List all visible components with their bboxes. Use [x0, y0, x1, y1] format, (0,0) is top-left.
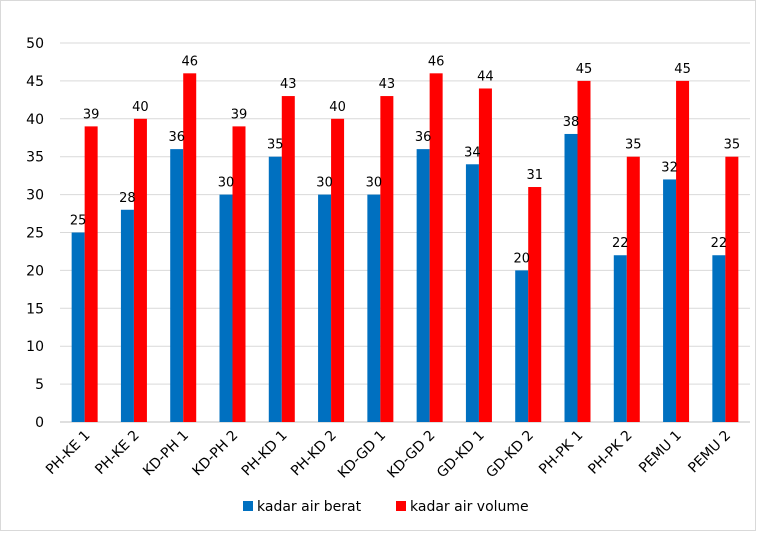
y-tick-label: 25 [26, 226, 44, 242]
data-label: 30 [316, 176, 333, 191]
y-tick-label: 45 [26, 74, 44, 90]
data-label: 45 [674, 62, 691, 77]
x-tick-label: PH-KE 1 [43, 428, 93, 478]
y-tick-label: 50 [26, 36, 44, 52]
data-label: 28 [119, 191, 136, 206]
data-label: 40 [329, 100, 346, 115]
bar-kadar-air-volume [577, 80, 591, 423]
y-tick-label: 10 [26, 339, 44, 355]
data-label: 34 [464, 145, 481, 160]
data-label: 46 [181, 54, 198, 69]
legend: kadar air berat kadar air volume [243, 499, 529, 515]
data-label: 36 [168, 130, 185, 145]
bar-kadar-air-volume [478, 88, 492, 422]
data-label: 30 [218, 176, 235, 191]
bar-kadar-air-volume [183, 73, 197, 422]
y-tick-label: 40 [26, 112, 44, 128]
bar-kadar-air-berat [120, 209, 134, 422]
y-tick-label: 0 [35, 415, 44, 431]
x-tick-label: GD-KD 2 [483, 428, 537, 482]
bar-kadar-air-berat [663, 179, 677, 422]
data-label: 39 [231, 107, 248, 122]
y-tick-label: 20 [26, 263, 44, 279]
bar-kadar-air-berat [465, 164, 479, 422]
bar-kadar-air-berat [71, 232, 85, 422]
data-label: 46 [428, 54, 445, 69]
y-axis-ticks: 0 5 10 15 20 25 30 35 40 45 50 [26, 36, 44, 431]
data-label: 45 [576, 62, 593, 77]
data-label: 30 [366, 176, 383, 191]
bar-kadar-air-volume [725, 156, 739, 422]
y-tick-label: 15 [26, 301, 44, 317]
data-label: 31 [526, 168, 543, 183]
x-tick-label: KD-PH 2 [189, 428, 241, 480]
data-label: 36 [415, 130, 432, 145]
x-axis-ticks: PH-KE 1PH-KE 2KD-PH 1KD-PH 2PH-KD 1PH-KD… [43, 428, 734, 482]
legend-label: kadar air volume [410, 499, 529, 515]
bar-kadar-air-berat [268, 156, 282, 422]
bar-kadar-air-berat [712, 255, 726, 422]
data-label: 43 [280, 77, 297, 92]
x-tick-label: PH-KD 1 [239, 428, 291, 480]
data-label: 35 [625, 138, 642, 153]
bar-kadar-air-berat [564, 133, 578, 422]
data-label: 35 [267, 138, 284, 153]
x-tick-label: PEMU 1 [636, 428, 685, 477]
y-tick-label: 35 [26, 150, 44, 166]
data-label: 38 [563, 115, 580, 130]
data-label: 39 [83, 107, 100, 122]
x-tick-label: PH-PK 2 [585, 428, 635, 478]
bar-kadar-air-volume [380, 96, 394, 422]
x-tick-label: PH-PK 1 [536, 428, 586, 478]
x-tick-label: PH-KE 2 [92, 428, 142, 478]
data-label: 35 [724, 138, 741, 153]
bar-kadar-air-berat [318, 194, 332, 422]
bar-kadar-air-berat [170, 149, 184, 422]
bar-kadar-air-volume [133, 118, 147, 423]
y-tick-label: 5 [35, 377, 44, 393]
data-label: 20 [513, 251, 530, 266]
data-label: 43 [379, 77, 396, 92]
bar-kadar-air-volume [281, 96, 295, 422]
bar-kadar-air-volume [528, 187, 542, 422]
gridlines [60, 42, 750, 423]
legend-swatch [243, 501, 253, 511]
data-label: 22 [612, 236, 629, 251]
x-tick-label: PEMU 2 [685, 428, 734, 477]
data-label: 32 [661, 160, 678, 175]
legend-label: kadar air berat [257, 499, 362, 515]
x-tick-label: KD-PH 1 [140, 428, 192, 480]
data-label: 22 [711, 236, 728, 251]
bars [71, 73, 739, 423]
y-tick-label: 30 [26, 188, 44, 204]
x-tick-label: GD-KD 1 [434, 428, 488, 482]
bar-kadar-air-berat [367, 194, 381, 422]
bar-kadar-air-volume [232, 126, 246, 422]
bar-kadar-air-volume [84, 126, 98, 422]
x-tick-label: PH-KD 2 [288, 428, 340, 480]
x-tick-label: KD-GD 2 [384, 428, 438, 482]
bar-kadar-air-volume [626, 156, 640, 422]
data-label: 40 [132, 100, 149, 115]
data-label: 44 [477, 69, 494, 84]
bar-kadar-air-berat [613, 255, 627, 422]
bar-kadar-air-berat [219, 194, 233, 422]
bar-kadar-air-volume [429, 73, 443, 422]
bar-kadar-air-volume [676, 80, 690, 423]
bar-kadar-air-volume [331, 118, 345, 423]
bar-kadar-air-berat [515, 270, 529, 422]
legend-swatch [396, 501, 406, 511]
data-label: 25 [70, 214, 87, 229]
x-tick-label: KD-GD 1 [335, 428, 389, 482]
data-labels: 25 39 28 40 36 46 30 39 35 43 30 40 30 43 36 46 34 44 20 31… [70, 54, 740, 266]
bar-kadar-air-berat [416, 149, 430, 422]
